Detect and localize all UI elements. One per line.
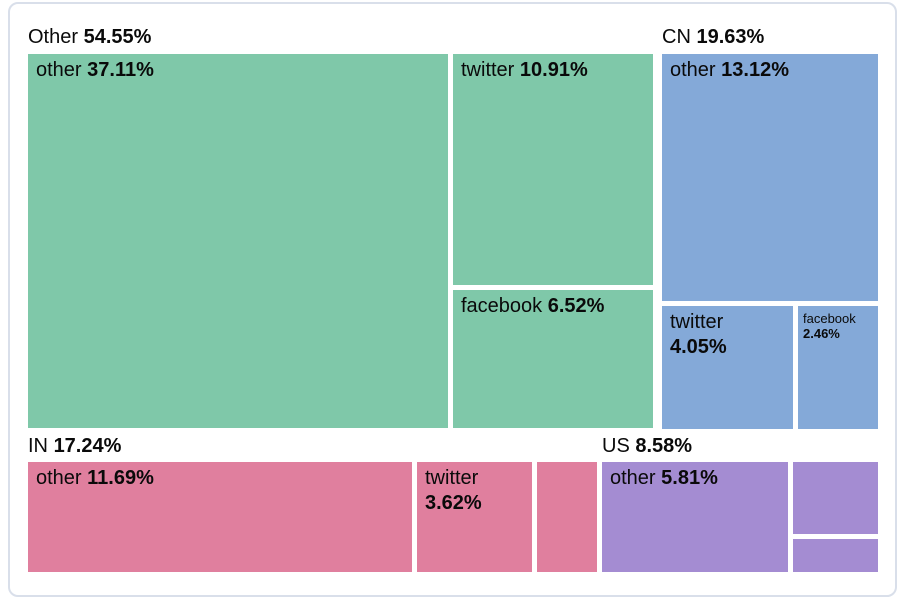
group-percent: 54.55% xyxy=(83,26,152,48)
group-percent: 19.63% xyxy=(696,26,765,48)
tile-label: twitter xyxy=(425,467,479,489)
group-label-in: IN 17.24% xyxy=(28,434,121,458)
tile-other-twitter[interactable]: twitter 10.91% xyxy=(453,54,653,285)
tile-cn-other[interactable]: other 13.12% xyxy=(662,54,878,301)
group-name: IN xyxy=(28,435,48,457)
group-label-cn: CN 19.63% xyxy=(662,25,764,49)
tile-value: 3.62% xyxy=(425,492,482,514)
tile-value: 2.46% xyxy=(803,326,840,341)
tile-us-unlabeled-2[interactable] xyxy=(793,539,878,572)
tile-cn-twitter[interactable]: twitter 4.05% xyxy=(662,306,793,429)
tile-value: 13.12% xyxy=(721,59,789,81)
tile-label: facebook xyxy=(461,295,543,317)
tile-label: other xyxy=(36,59,82,81)
tile-in-other[interactable]: other 11.69% xyxy=(28,462,412,572)
tile-value: 10.91% xyxy=(519,59,588,81)
tile-label: other xyxy=(36,467,82,489)
tile-other-facebook[interactable]: facebook 6.52% xyxy=(453,290,653,428)
group-percent: 17.24% xyxy=(53,435,122,457)
group-name: Other xyxy=(28,26,79,48)
tile-label: twitter xyxy=(461,59,515,81)
tile-label: other xyxy=(610,467,656,489)
tile-value: 6.52% xyxy=(547,295,605,317)
tile-label: facebook xyxy=(803,311,856,326)
group-name: CN xyxy=(662,26,691,48)
group-percent: 8.58% xyxy=(635,435,693,457)
tile-value: 11.69% xyxy=(87,467,154,489)
tile-value: 37.11% xyxy=(87,59,154,81)
group-label-us: US 8.58% xyxy=(602,434,692,458)
tile-other-other[interactable]: other 37.11% xyxy=(28,54,448,428)
tile-label: other xyxy=(670,59,716,81)
group-name: US xyxy=(602,435,630,457)
tile-in-twitter[interactable]: twitter 3.62% xyxy=(417,462,532,572)
tile-label: twitter xyxy=(670,311,724,333)
tile-us-other[interactable]: other 5.81% xyxy=(602,462,788,572)
tile-cn-facebook[interactable]: facebook 2.46% xyxy=(798,306,878,429)
tile-in-unlabeled[interactable] xyxy=(537,462,597,572)
tile-value: 4.05% xyxy=(670,336,727,358)
tile-value: 5.81% xyxy=(661,467,718,489)
tile-us-unlabeled-1[interactable] xyxy=(793,462,878,534)
group-label-other: Other 54.55% xyxy=(28,25,151,49)
